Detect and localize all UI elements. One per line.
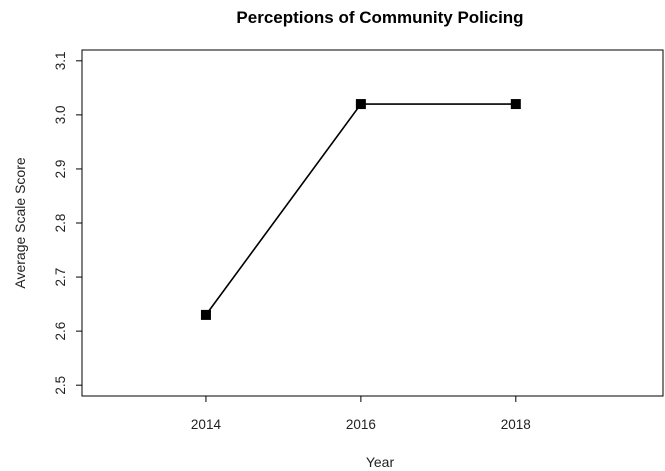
y-tick-label: 2.7 bbox=[53, 268, 68, 287]
x-tick-label: 2018 bbox=[501, 417, 531, 432]
x-tick-label: 2016 bbox=[346, 417, 376, 432]
x-axis-label: Year bbox=[366, 454, 395, 470]
y-tick-label: 2.6 bbox=[53, 322, 68, 341]
data-point-marker bbox=[355, 99, 366, 110]
data-point-marker bbox=[510, 99, 521, 110]
y-tick-label: 3.1 bbox=[53, 51, 68, 70]
x-tick-label: 2014 bbox=[191, 417, 222, 432]
y-axis: 2.5 2.6 2.7 2.8 2.9 3.0 3.1 bbox=[53, 51, 82, 395]
series-layer bbox=[200, 99, 521, 320]
chart-title: Perceptions of Community Policing bbox=[236, 8, 523, 27]
x-axis: 2014 2016 2018 bbox=[191, 395, 531, 432]
y-tick-label: 2.5 bbox=[53, 376, 68, 395]
y-tick-label: 3.0 bbox=[53, 105, 68, 124]
data-point-marker bbox=[200, 309, 211, 320]
y-tick-label: 2.8 bbox=[53, 214, 68, 233]
series-line bbox=[205, 103, 516, 316]
y-tick-label: 2.9 bbox=[53, 160, 68, 179]
y-axis-label: Average Scale Score bbox=[12, 157, 28, 288]
plot-frame bbox=[81, 49, 664, 397]
